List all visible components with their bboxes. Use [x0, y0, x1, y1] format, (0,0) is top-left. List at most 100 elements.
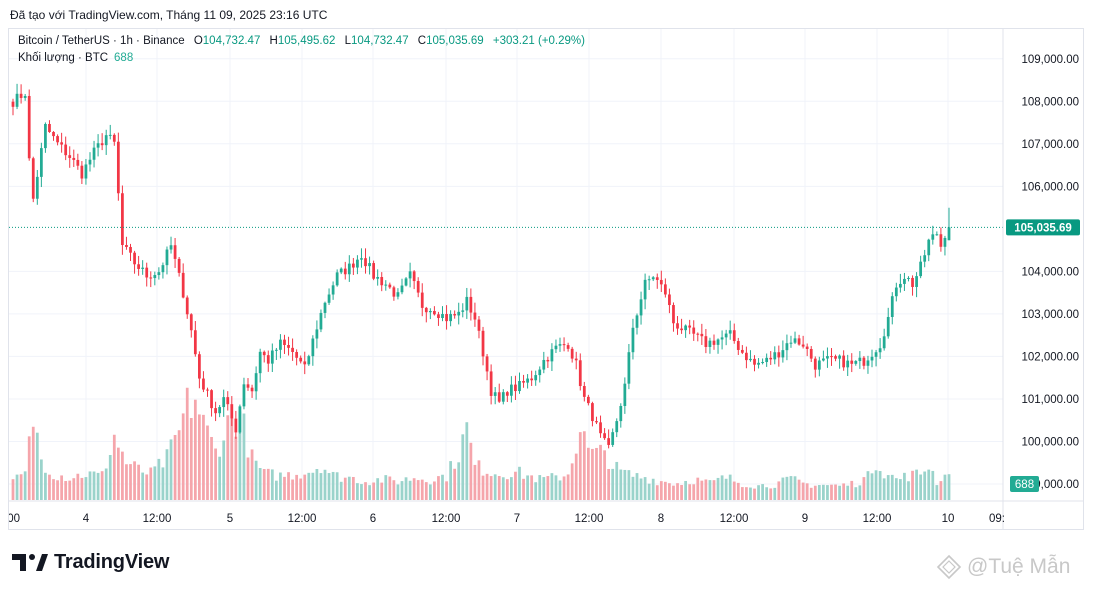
candle: [485, 354, 489, 381]
chart-frame[interactable]: 109,000.00 108,000.00 107,000.00 106,000.00…: [8, 28, 1084, 530]
candle: [88, 152, 92, 172]
volume-bar: [740, 487, 744, 500]
candle-body: [198, 354, 201, 379]
symbol-name[interactable]: Bitcoin / TetherUS · 1h · Binance: [18, 35, 185, 47]
candle-body: [360, 258, 363, 260]
volume-bar: [185, 387, 189, 500]
candle: [145, 262, 149, 287]
candle-body: [550, 349, 554, 362]
chart-caption: Đã tạo với TradingView.com, Tháng 11 09,…: [10, 8, 328, 22]
candle-body: [570, 348, 574, 359]
candle-body: [202, 378, 205, 390]
candle: [546, 356, 550, 368]
volume-bar: [347, 476, 351, 500]
candle-body: [331, 285, 335, 295]
volume-bar: [890, 474, 894, 500]
candle: [813, 356, 817, 378]
volume-bar: [749, 487, 752, 500]
candle-body: [234, 418, 238, 433]
candle: [712, 334, 716, 350]
candle-body: [510, 384, 513, 396]
candle-body: [651, 277, 655, 280]
candle: [121, 185, 124, 255]
candle: [416, 277, 420, 298]
candle-body: [283, 339, 286, 346]
volume-bar: [31, 426, 35, 500]
candle: [749, 350, 752, 362]
candle-body: [400, 285, 404, 293]
candle: [550, 343, 554, 372]
candle-body: [210, 390, 213, 409]
candle: [538, 366, 542, 383]
candle-body: [343, 268, 347, 275]
volume-bar: [428, 484, 432, 500]
price-chart[interactable]: 109,000.00 108,000.00 107,000.00 106,000.00…: [9, 29, 1084, 530]
candle-body: [655, 277, 659, 280]
candle-body: [218, 407, 222, 414]
candle: [834, 354, 837, 362]
volume-bar: [457, 462, 461, 500]
volume-bar: [886, 475, 890, 500]
candle: [274, 347, 278, 360]
volume-bar: [781, 477, 785, 500]
volume-bar: [400, 481, 404, 500]
candle-body: [627, 352, 631, 384]
candle-body: [270, 350, 274, 364]
candle: [11, 98, 15, 116]
volume-bar: [797, 479, 801, 500]
volume-bar: [270, 469, 274, 500]
volume-bar: [582, 431, 586, 500]
candle: [230, 396, 234, 427]
volume-bar: [60, 475, 64, 500]
candle-body: [376, 277, 380, 279]
candle-body: [15, 93, 19, 107]
open-label: O: [193, 35, 203, 47]
candle: [218, 404, 222, 418]
candle: [449, 310, 452, 327]
candle-body: [919, 261, 923, 277]
time-axis-label: 12:00: [863, 513, 892, 525]
symbol-legend[interactable]: Bitcoin / TetherUS · 1h · Binance O104,7…: [18, 35, 585, 47]
volume-bar: [688, 484, 692, 500]
candle: [826, 347, 829, 368]
volume-bar: [279, 472, 282, 500]
volume-bar: [307, 472, 311, 500]
candle: [56, 134, 59, 146]
candle-body: [392, 287, 396, 297]
candle: [226, 391, 230, 411]
candle-body: [882, 336, 886, 349]
volume-bar: [651, 478, 655, 500]
candle-body: [781, 350, 785, 358]
candle: [777, 345, 781, 367]
candle-body: [672, 305, 675, 324]
volume-bar: [485, 473, 489, 500]
volume-label[interactable]: Khối lượng · BTC: [18, 52, 109, 64]
candle: [526, 374, 529, 389]
volume-bar: [680, 484, 683, 500]
time-axis-label: 9: [802, 513, 808, 525]
volume-legend[interactable]: Khối lượng · BTC 688: [18, 52, 133, 64]
candle-body: [692, 327, 696, 334]
candle-body: [639, 299, 643, 316]
candle: [943, 235, 947, 256]
time-axis-label: 12:00: [288, 513, 317, 525]
candle-body: [619, 405, 623, 422]
candle-body: [834, 356, 837, 359]
candle: [35, 169, 39, 205]
volume-bar: [813, 485, 817, 500]
candle-body: [238, 406, 242, 433]
price-axis-label: 100,000.00: [1021, 436, 1079, 448]
volume-bar: [692, 484, 696, 500]
candle-body: [623, 383, 627, 406]
volume-bar: [619, 469, 623, 500]
candle: [384, 280, 388, 291]
candle-body: [368, 263, 371, 267]
candle: [481, 326, 485, 366]
candle: [489, 364, 493, 405]
volume-bar: [716, 477, 720, 500]
candle-body: [60, 142, 64, 145]
volume-bar: [388, 476, 392, 500]
volume-bar: [878, 471, 882, 500]
volume-bar: [927, 469, 931, 500]
tradingview-logo[interactable]: TradingView: [12, 551, 169, 573]
